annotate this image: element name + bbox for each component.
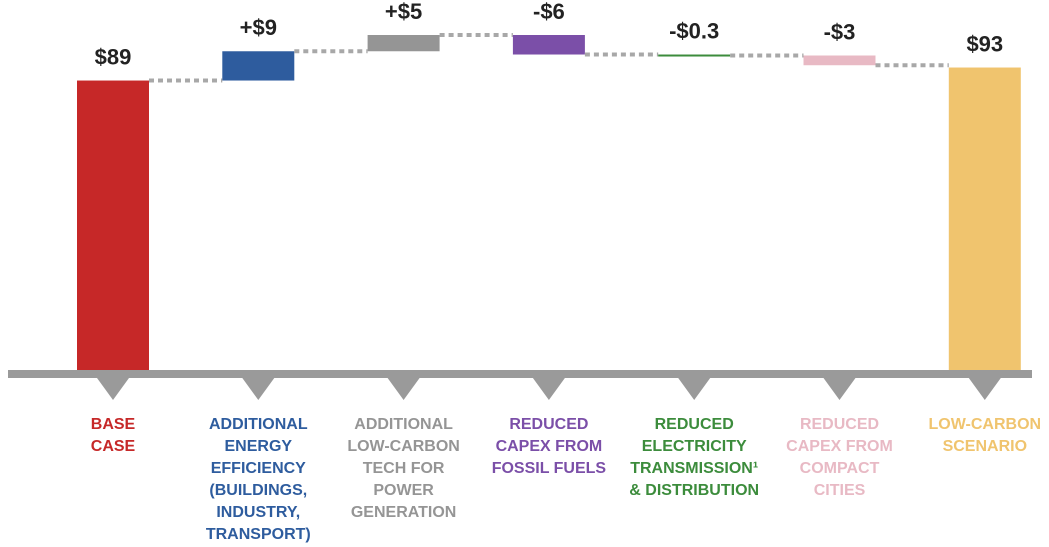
category-label: COMPACT [800,460,880,477]
pointer [823,378,856,400]
value-label: +$5 [385,0,422,24]
category-label: LOW-CARBON [347,438,460,455]
value-label: $93 [966,31,1003,56]
bar [512,35,585,55]
bar [367,35,440,52]
category-label: GENERATION [351,504,456,521]
bar [803,55,876,66]
category-label: FOSSIL FUELS [492,460,607,477]
pointer [97,378,129,400]
category-label: CASE [91,438,136,455]
pointer [242,378,275,400]
category-label: ELECTRICITY [642,438,747,455]
value-label: -$6 [533,0,565,24]
category-label: BASE [91,416,136,433]
value-label: +$9 [240,15,277,40]
category-label: CAPEX FROM [496,438,603,455]
category-label: CITIES [814,482,866,499]
pointer [387,378,420,400]
value-label: -$0.3 [669,18,719,43]
category-label: & DISTRIBUTION [629,482,759,499]
bar [658,54,731,57]
value-label: -$3 [824,19,856,44]
bar [77,80,149,370]
bar [222,51,295,81]
category-label: LOW-CARBON [929,416,1042,433]
category-label: REDUCED [509,416,588,433]
category-label: SCENARIO [943,438,1027,455]
category-label: REDUCED [655,416,734,433]
category-label: EFFICIENCY [211,460,306,477]
category-label: TRANSPORT) [206,526,311,543]
category-label: TRANSMISSION¹ [630,460,758,477]
pointer [968,378,1001,400]
category-label: ENERGY [225,438,293,455]
pointer [532,378,565,400]
category-label: CAPEX FROM [786,438,893,455]
category-label: ADDITIONAL [354,416,453,433]
category-label: POWER [373,482,434,499]
value-label: $89 [95,44,132,69]
pointer [678,378,711,400]
category-label: (BUILDINGS, [209,482,307,499]
category-label: TECH FOR [363,460,445,477]
category-label: INDUSTRY, [216,504,300,521]
bar [948,67,1021,371]
baseline [8,370,1032,378]
category-label: REDUCED [800,416,879,433]
category-label: ADDITIONAL [209,416,308,433]
